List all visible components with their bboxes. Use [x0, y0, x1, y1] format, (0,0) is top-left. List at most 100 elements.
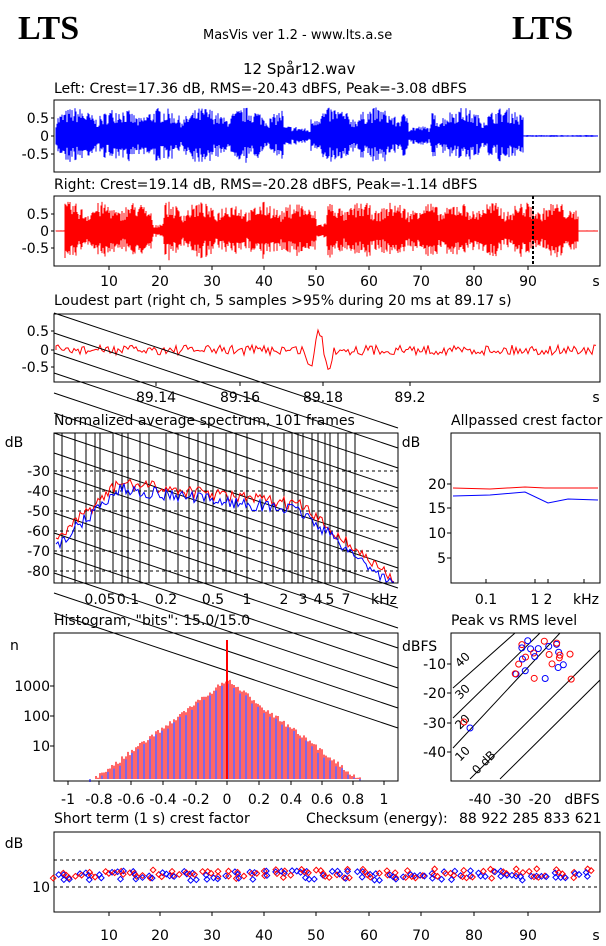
peak-rms-title: Peak vs RMS level	[451, 613, 578, 629]
right-channel-ytick: -0.5	[22, 241, 49, 257]
spectrum-xtick: 0.2	[155, 592, 177, 608]
peak-rms-point	[518, 644, 526, 652]
short-term-right-point	[525, 867, 533, 875]
allpass-right-line	[452, 486, 598, 490]
spectrum-ytick: -80	[27, 564, 50, 580]
left-channel-ytick: -0.5	[22, 147, 49, 163]
short-term-left-point	[518, 876, 526, 884]
short-term-left-point	[552, 873, 560, 881]
histogram-frame	[53, 632, 399, 782]
spectrum-diagonal	[53, 372, 399, 489]
peak-rms-point	[531, 653, 539, 661]
loudest-wave	[55, 328, 597, 371]
histogram-xtick: -0.2	[182, 792, 209, 808]
peak-rms-diag-label: 0 dB	[469, 748, 498, 777]
short-term-left-point	[214, 875, 222, 883]
allpass-xtick: 1	[531, 592, 540, 608]
logo-right: LTS	[512, 10, 574, 47]
spectrum-xtick: 0.05	[84, 592, 115, 608]
allpass-xtick: 2	[544, 592, 553, 608]
checksum-label: Checksum (energy):	[306, 811, 448, 827]
loudest-frame	[53, 313, 601, 383]
time-axis-tick: 70	[412, 274, 430, 290]
spectrum-xtick: 5	[326, 592, 335, 608]
histogram-xtick: -1	[61, 792, 75, 808]
short-term-right-point	[190, 870, 199, 879]
short-term-xtick: 40	[255, 928, 273, 944]
peak-rms-point	[545, 651, 553, 659]
loudest-xtick: 89.14	[136, 390, 176, 406]
histogram-ytick: 10	[32, 739, 50, 755]
short-term-right-point	[533, 865, 541, 873]
loudest-part-title: Loudest part (right ch, 5 samples >95% d…	[54, 293, 512, 309]
short-term-right-point	[119, 870, 127, 878]
time-axis-tick: 10	[100, 274, 118, 290]
short-term-right-point	[570, 874, 578, 882]
peak-rms-diagonal	[452, 632, 516, 689]
time-axis-tick: 50	[307, 274, 325, 290]
short-term-right-point	[248, 869, 256, 878]
short-term-right-point	[383, 867, 391, 875]
short-term-left-point	[344, 867, 352, 875]
short-term-left-point	[438, 875, 446, 883]
short-term-right-point	[273, 870, 281, 878]
short-term-right-point	[502, 870, 511, 878]
short-term-right-point	[345, 874, 353, 882]
short-term-right-point	[488, 874, 496, 882]
short-term-right-point	[433, 872, 442, 880]
spectrum-diagonal	[53, 552, 399, 669]
short-term-right-point	[240, 872, 248, 880]
peak-rms-ytick: -10	[423, 657, 446, 673]
short-term-left-point	[263, 871, 271, 880]
spectrum-unit: kHz	[371, 592, 397, 608]
histogram-xtick: -0.8	[85, 792, 112, 808]
allpass-ytick: 5	[437, 551, 446, 567]
short-term-right-point	[468, 873, 477, 881]
short-term-left-point	[97, 874, 105, 882]
short-term-right-point	[431, 865, 439, 873]
spectrum-diagonal	[53, 572, 399, 689]
peak-rms-point	[460, 718, 468, 726]
peak-rms-diag-label: 10	[452, 743, 473, 764]
peak-rms-point	[553, 639, 561, 647]
short-term-right-point	[344, 865, 352, 873]
peak-rms-point	[540, 637, 548, 645]
short-term-right-point	[207, 869, 215, 877]
short-term-left-point	[192, 876, 200, 884]
right-channel-ytick: 0.5	[27, 207, 49, 223]
short-term-right-point	[375, 869, 383, 877]
spectrum-ytick: -70	[27, 544, 50, 560]
peak-rms-frame	[450, 632, 601, 782]
peak-rms-point	[518, 655, 526, 663]
short-term-left-point	[187, 876, 195, 884]
short-term-right-point	[460, 866, 468, 874]
spectrum-xtick: 7	[342, 592, 351, 608]
spectrum-ytick: -30	[27, 464, 50, 480]
histogram-xtick: 0.8	[342, 792, 364, 808]
peak-rms-diagonal	[452, 632, 561, 749]
short-term-xtick: 60	[360, 928, 378, 944]
short-term-right-point	[199, 867, 207, 876]
loudest-unit: s	[592, 390, 599, 406]
short-term-xtick: 20	[151, 928, 169, 944]
short-term-left-point	[481, 872, 489, 880]
peak-rms-point	[515, 660, 523, 668]
loudest-xtick: 89.16	[220, 390, 260, 406]
short-term-right-point	[234, 868, 242, 876]
short-term-left-point	[447, 876, 456, 884]
peak-rms-point	[566, 650, 574, 658]
short-term-right-point	[403, 867, 411, 875]
histogram-left-bars	[89, 683, 361, 782]
peak-rms-point	[567, 675, 575, 683]
time-axis-tick: 60	[360, 274, 378, 290]
allpass-left-line	[452, 491, 599, 504]
loudest-ytick: 0.5	[27, 324, 49, 340]
short-term-left-point	[420, 872, 428, 880]
short-term-right-point	[279, 873, 287, 881]
time-axis-unit: s	[592, 274, 599, 290]
histogram-ytick: 1000	[14, 679, 50, 695]
spectrum-ytick: -40	[27, 484, 50, 500]
histogram-xtick: -0.4	[149, 792, 176, 808]
peak-rms-point	[527, 645, 535, 653]
